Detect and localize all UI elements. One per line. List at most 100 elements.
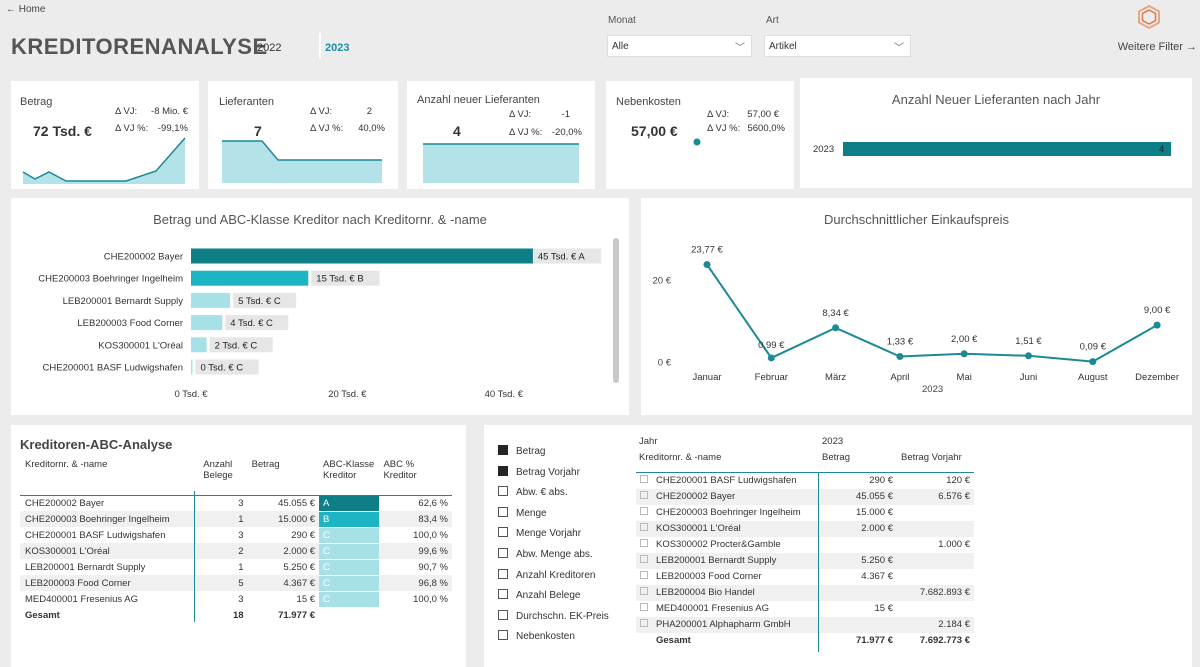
data-label: 8,34 € (822, 308, 849, 319)
measure-toggle[interactable]: Abw. € abs. (498, 486, 568, 498)
checkbox-checked-icon[interactable] (498, 445, 508, 455)
expand-icon[interactable] (640, 507, 648, 515)
expand-icon[interactable] (640, 587, 648, 595)
data-label-background (233, 292, 297, 308)
expand-icon[interactable] (640, 619, 648, 627)
data-point[interactable] (703, 261, 711, 269)
data-point[interactable] (896, 353, 904, 361)
bar[interactable] (191, 248, 543, 264)
table-row[interactable]: CHE200002 Bayer 45.055 € 6.576 € (636, 488, 974, 505)
cell-betrag: 2.000 € (283, 545, 316, 557)
measure-toggle[interactable]: Betrag Vorjahr (498, 465, 580, 478)
table-row[interactable]: KOS300001 L'Oréal 2 2.000 € C 99,6 % (20, 543, 452, 560)
bar[interactable] (191, 337, 207, 353)
scrollbar[interactable] (613, 238, 619, 383)
checkbox-icon[interactable] (498, 568, 508, 579)
table-row[interactable]: CHE200002 Bayer 3 45.055 € A 62,6 % (20, 495, 452, 512)
pivot-header-betrag[interactable]: Betrag (822, 452, 850, 463)
measure-toggle[interactable]: Anzahl Kreditoren (498, 568, 596, 581)
measure-toggle[interactable]: Nebenkosten (498, 630, 575, 642)
expand-icon[interactable] (640, 603, 648, 611)
bar[interactable] (191, 270, 309, 286)
expand-icon[interactable] (640, 491, 648, 499)
abc-analysis-card[interactable]: Kreditoren-ABC-Analyse Kreditornr. & -na… (11, 425, 466, 667)
bar[interactable] (191, 359, 193, 375)
pivot-header-year[interactable]: 2023 (822, 436, 844, 447)
art-dropdown[interactable]: Artikel ﹀ (764, 35, 911, 57)
data-point[interactable] (832, 324, 840, 332)
bar[interactable] (191, 292, 231, 308)
table-row[interactable]: CHE200003 Boehringer Ingelheim 15.000 € (636, 505, 974, 521)
checkbox-icon[interactable] (498, 486, 508, 497)
expand-icon[interactable] (640, 539, 648, 547)
home-link[interactable]: ← Home (6, 4, 46, 15)
kpi-label: Anzahl neuer Lieferanten (417, 94, 540, 106)
col-header-name[interactable]: Kreditornr. & -name (25, 459, 108, 470)
table-row[interactable]: CHE200001 BASF Ludwigshafen 290 € 120 € (636, 473, 974, 489)
checkbox-icon[interactable] (498, 609, 508, 620)
column-divider (818, 472, 819, 652)
checkbox-checked-icon[interactable] (498, 465, 508, 476)
measure-toggle[interactable]: Betrag (498, 445, 545, 457)
x-tick-label: März (825, 372, 846, 383)
expand-icon[interactable] (640, 475, 648, 484)
col-header-belege[interactable]: Anzahl Belege (203, 459, 233, 481)
table-row[interactable]: KOS300001 L'Oréal 2.000 € (636, 520, 974, 537)
kpi-card-betrag[interactable]: Betrag 72 Tsd. € Δ VJ: -8 Mio. € Δ VJ %:… (11, 81, 199, 189)
expand-icon[interactable] (640, 571, 648, 579)
checkbox-icon[interactable] (498, 506, 508, 517)
month-dropdown[interactable]: Alle ﹀ (607, 35, 752, 57)
table-row[interactable]: LEB200001 Bernardt Supply 5.250 € (636, 552, 974, 569)
table-row[interactable]: KOS300002 Procter&Gamble 1.000 € (636, 537, 974, 553)
table-row[interactable]: CHE200003 Boehringer Ingelheim 1 15.000 € B… (20, 511, 452, 528)
row-label: LEB200003 Food Corner (656, 571, 762, 582)
pivot-header-name[interactable]: Kreditornr. & -name (639, 452, 722, 463)
checkbox-icon[interactable] (498, 630, 508, 641)
cell-name: CHE200002 Bayer (25, 497, 105, 509)
table-row[interactable]: MED400001 Fresenius AG 15 € (636, 601, 974, 617)
checkbox-icon[interactable] (498, 527, 508, 538)
pivot-card[interactable]: Betrag Betrag Vorjahr Abw. € abs. Menge Meng… (484, 425, 1192, 667)
year-button-2022[interactable]: 2022 (257, 42, 282, 54)
more-filters-link[interactable]: Weitere Filter → (1117, 41, 1197, 53)
new-suppliers-chart-card[interactable]: Anzahl Neuer Lieferanten nach Jahr 2023 … (800, 78, 1192, 188)
expand-icon[interactable] (640, 523, 648, 531)
measure-toggle[interactable]: Menge Vorjahr (498, 527, 581, 539)
kpi-card-lieferanten[interactable]: Lieferanten 7 Δ VJ: 2 Δ VJ %: 40,0% (208, 81, 398, 189)
data-point[interactable] (1025, 352, 1032, 360)
kpi-delta-pct-label: Δ VJ %: (509, 127, 543, 138)
bar[interactable] (191, 315, 223, 331)
x-tick-label: 40 Tsd. € (485, 389, 524, 400)
table-row[interactable]: LEB200004 Bio Handel 7.682.893 € (636, 584, 974, 601)
pivot-header-vorjahr[interactable]: Betrag Vorjahr (901, 452, 962, 463)
table-row[interactable]: PHA200001 Alphapharm GmbH 2.184 € (636, 616, 974, 633)
measure-toggle[interactable]: Durchschn. EK-Preis (498, 609, 609, 622)
kpi-card-nebenkosten[interactable]: Nebenkosten 57,00 € Δ VJ: 57,00 € Δ VJ %… (606, 81, 794, 189)
cell-vorjahr (897, 569, 974, 585)
data-point[interactable] (1153, 321, 1161, 329)
col-header-betrag[interactable]: Betrag (251, 459, 280, 470)
expand-icon[interactable] (640, 555, 648, 563)
col-header-abc-pct[interactable]: ABC % Kreditor (383, 459, 417, 481)
chart-bar[interactable] (843, 142, 1171, 156)
data-point[interactable] (1089, 358, 1097, 366)
category-label: CHE200001 BASF Ludwigshafen (43, 363, 183, 374)
cell-name: CHE200001 BASF Ludwigshafen (636, 473, 818, 489)
year-button-2023[interactable]: 2023 (325, 42, 350, 54)
table-row[interactable]: LEB200003 Food Corner 5 4.367 € C 96,8 % (20, 575, 452, 592)
data-point[interactable] (960, 350, 968, 358)
kpi-card-neue-lieferanten[interactable]: Anzahl neuer Lieferanten 4 Δ VJ: -1 Δ VJ… (407, 81, 595, 189)
betrag-abc-chart-card[interactable]: Betrag und ABC-Klasse Kreditor nach Kred… (11, 198, 629, 415)
table-row[interactable]: CHE200001 BASF Ludwigshafen 3 290 € C 100,0 … (20, 527, 452, 544)
checkbox-icon[interactable] (498, 548, 508, 558)
measure-toggle[interactable]: Abw. Menge abs. (498, 548, 593, 560)
data-point[interactable] (767, 354, 775, 362)
col-header-abc-class[interactable]: ABC-Klasse Kreditor (323, 459, 375, 481)
table-row[interactable]: LEB200003 Food Corner 4.367 € (636, 569, 974, 585)
avg-price-chart-card[interactable]: Durchschnittlicher Einkaufspreis 0 € 20 €… (641, 198, 1192, 415)
measure-toggle[interactable]: Menge (498, 506, 547, 519)
table-row[interactable]: LEB200001 Bernardt Supply 1 5.250 € C 90,7 % (20, 559, 452, 576)
table-row[interactable]: MED400001 Fresenius AG 3 15 € C 100,0 % (20, 591, 452, 608)
checkbox-icon[interactable] (498, 589, 508, 600)
measure-toggle[interactable]: Anzahl Belege (498, 589, 581, 601)
